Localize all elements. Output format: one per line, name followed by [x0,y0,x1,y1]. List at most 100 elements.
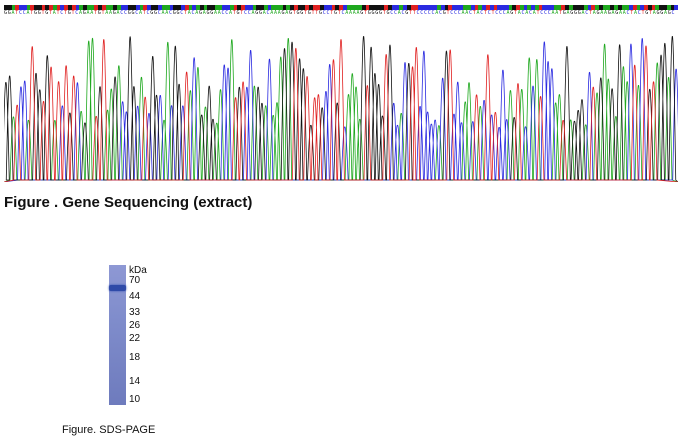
sequence-base: G [4,10,7,16]
quality-bar-segment [580,5,584,10]
quality-bar-segment [290,5,294,10]
sequence-base: A [79,10,82,16]
sequence-base: A [90,10,94,16]
sequence-base: A [592,10,596,16]
quality-bar-segment [90,5,95,10]
quality-bar-segment [418,5,422,10]
quality-bar-segment [587,5,592,10]
quality-bar-segment [463,5,468,10]
quality-bar-segment [444,5,449,10]
sequence-base: G [319,10,322,16]
quality-bar-segment [557,5,562,10]
gel-band [109,285,126,291]
sequence-quality-bar [4,5,679,10]
quality-bar-segment [542,5,547,10]
sequence-base: C [416,10,420,16]
quality-bar-segment [576,5,581,10]
sequence-base: A [161,10,165,16]
quality-bar-segment [26,5,31,10]
sequence-base: T [94,10,97,16]
sequence-base: C [266,10,270,16]
gel-marker-label: 70 [129,275,141,286]
sequence-base: G [367,10,371,16]
sequence-base: C [495,10,499,16]
quality-bar-segment [41,5,46,10]
sequence-base: A [52,10,56,16]
quality-bar-segment [512,5,517,10]
quality-bar-segment [655,5,660,10]
quality-bar-segment [177,5,181,10]
quality-bar-segment [489,5,494,10]
sequence-base: T [330,10,334,16]
quality-bar-segment [173,5,178,10]
quality-bar-segment [4,5,8,10]
sequence-base: T [30,10,34,16]
sequence-base: G [296,10,300,16]
quality-bar-segment [252,5,257,10]
quality-bar-segment [651,5,656,10]
sequence-base: C [637,10,641,16]
sequence-base: T [64,10,67,16]
trace-T [4,39,678,182]
sequence-base: G [131,10,135,16]
quality-bar-segment [128,5,133,10]
sequence-base: C [75,10,79,16]
sequence-base: G [210,10,214,16]
quality-bar-segment [406,5,411,10]
quality-bar-segment [448,5,453,10]
sequence-base: C [169,10,172,16]
quality-bar-segment [636,5,641,10]
quality-bar-segment [470,5,475,10]
quality-bar-segment [531,5,535,10]
sequence-base: A [652,10,656,16]
quality-bar-segment [241,5,245,10]
quality-bar-segment [659,5,663,10]
sequence-base: T [409,10,412,16]
sequence-base: A [581,10,585,16]
quality-bar-segment [583,5,588,10]
quality-bar-segment [233,5,238,10]
trace-A [4,38,678,182]
quality-bar-segment [192,5,197,10]
sequence-base: A [251,10,255,16]
quality-bar-segment [199,5,204,10]
sequence-base: T [41,10,45,16]
sequence-base: G [172,10,176,16]
sequence-base: A [622,10,626,16]
quality-bar-segment [331,5,336,10]
sequence-base: G [379,10,382,16]
quality-bar-segment [124,5,129,10]
quality-bar-segment [662,5,667,10]
sequence-base: C [457,10,461,16]
sequence-base: G [405,10,409,16]
sequence-base: C [439,10,442,16]
quality-bar-segment [640,5,645,10]
quality-bar-segment [162,5,166,10]
sequence-base: C [390,10,394,16]
sequence-base: T [491,10,495,16]
quality-bar-segment [467,5,471,10]
sequence-base: C [547,10,551,16]
sequence-base: A [187,10,191,16]
quality-bar-segment [52,5,57,10]
quality-bar-segment [309,5,313,10]
sequence-base: C [487,10,491,16]
sequence-base: A [26,10,30,16]
quality-bar-segment [327,5,332,10]
quality-bar-segment [282,5,287,10]
sequence-base: G [360,10,364,16]
sequence-base: C [247,10,251,16]
quality-bar-segment [478,5,483,10]
quality-bar-segment [433,5,438,10]
sequence-base: A [465,10,469,16]
quality-bar-segment [335,5,340,10]
quality-bar-segment [493,5,498,10]
sequence-base: T [412,10,416,16]
quality-bar-segment [222,5,227,10]
quality-bar-segment [553,5,558,10]
sequence-base: T [446,10,450,16]
sequence-base: A [217,10,221,16]
sequence-base: G [150,10,154,16]
quality-bar-segment [68,5,72,10]
quality-bar-segment [37,5,42,10]
